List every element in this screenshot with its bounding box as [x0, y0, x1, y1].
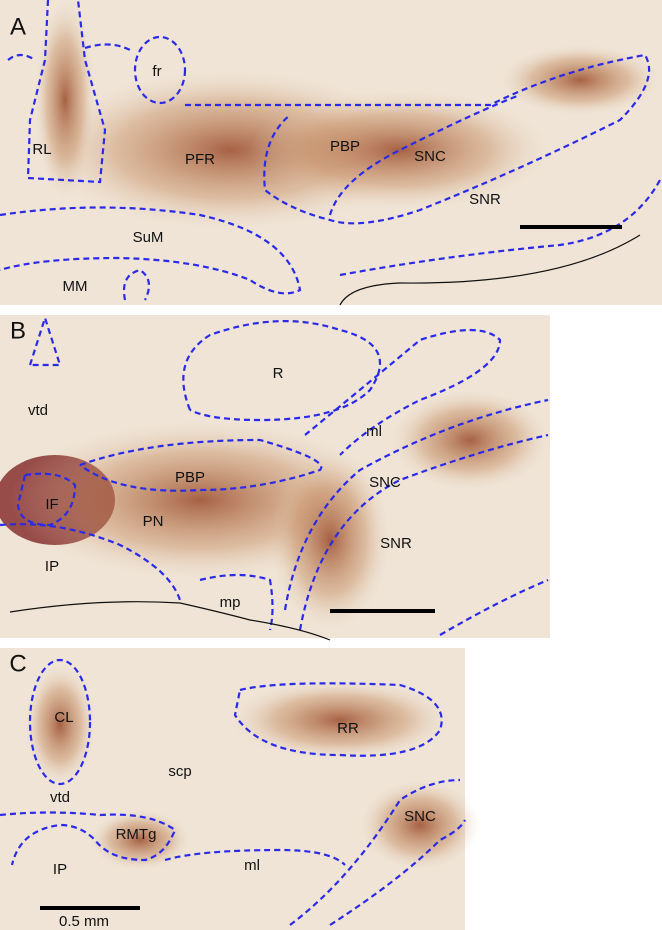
region-label: CL: [54, 709, 73, 726]
region-label: RMTg: [116, 826, 157, 843]
region-label: RR: [337, 720, 359, 737]
region-label: vtd: [50, 789, 70, 806]
region-label: SNC: [414, 148, 446, 165]
page: {"panels": [ {"letter": "A", "labels": […: [0, 0, 662, 930]
region-label: IF: [45, 496, 58, 513]
panel-c: [0, 648, 480, 930]
stain: [250, 90, 550, 210]
region-label: SNC: [369, 474, 401, 491]
region-label: PBP: [175, 469, 205, 486]
region-label: ml: [366, 423, 382, 440]
region-label: SNR: [380, 535, 412, 552]
panel-letter: C: [9, 650, 26, 677]
panel-letter: A: [10, 13, 26, 40]
stain: [35, 0, 95, 200]
region-label: RL: [32, 141, 51, 158]
figure: Afr RL PFR PBP SNC SNR SuM MM B Rvtd ml PBP SNC IF PN S…: [0, 0, 662, 930]
region-label: IP: [53, 861, 67, 878]
region-label: IP: [45, 558, 59, 575]
region-label: PBP: [330, 138, 360, 155]
stain: [500, 45, 660, 115]
region-label: fr: [152, 63, 161, 80]
region-label: PN: [143, 513, 164, 530]
region-label: R: [273, 365, 284, 382]
panel-letter: B: [10, 317, 26, 344]
panel-b: [0, 315, 550, 640]
region-label: MM: [63, 278, 88, 295]
region-label: SuM: [133, 229, 164, 246]
region-label: vtd: [28, 402, 48, 419]
scale-bar-label: 0.5 mm: [59, 913, 109, 930]
region-label: PFR: [185, 151, 215, 168]
region-label: SNR: [469, 191, 501, 208]
region-label: SNC: [404, 808, 436, 825]
region-label: mp: [220, 594, 241, 611]
region-label: scp: [168, 763, 191, 780]
region-label: ml: [244, 857, 260, 874]
